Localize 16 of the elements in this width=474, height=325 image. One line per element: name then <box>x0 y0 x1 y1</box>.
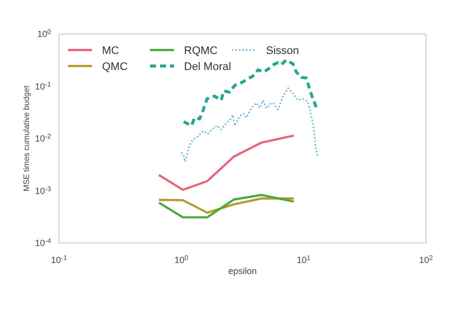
y-tick-label: 10$^{0}$ <box>37 28 52 39</box>
legend-label: MC <box>102 45 120 57</box>
x-axis-title: epsilon <box>228 266 257 276</box>
y-tick-label: 10$^{-2}$ <box>34 133 52 144</box>
legend-label: Del Moral <box>184 61 232 73</box>
x-tick-label: 10$^{-1}$ <box>50 254 68 265</box>
x-tick-label: 10$^{2}$ <box>419 254 434 265</box>
x-tick-label: 10$^{1}$ <box>296 254 311 265</box>
y-tick-label: 10$^{-3}$ <box>34 185 52 196</box>
legend-label: RQMC <box>184 45 218 57</box>
y-tick-label: 10$^{-1}$ <box>34 80 52 92</box>
legend-label: QMC <box>102 61 128 73</box>
x-tick-label: 10$^{0}$ <box>174 254 188 265</box>
legend-label: Sisson <box>266 45 300 57</box>
y-axis-title: MSE times cumulative budget <box>22 84 31 192</box>
y-tick-label: 10$^{-4}$ <box>34 238 52 248</box>
